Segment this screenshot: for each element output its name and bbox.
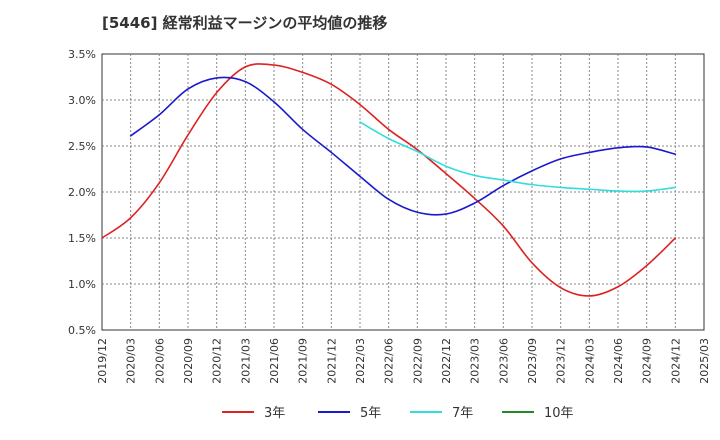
x-tick-label: 2022/06: [383, 338, 396, 384]
legend-label-2: 7年: [452, 406, 473, 421]
x-tick-label: 2024/06: [612, 338, 625, 384]
y-tick-label: 1.5%: [68, 232, 96, 245]
legend-label-0: 3年: [264, 406, 285, 421]
x-tick-label: 2024/12: [669, 338, 682, 384]
series-lines: [101, 63, 677, 297]
x-tick-label: 2023/09: [526, 338, 539, 384]
x-tick-label: 2020/12: [211, 338, 224, 384]
axes: 0.5% 1.0% 1.5% 2.0% 2.5% 3.0% 3.5% 2019/12 2020/…: [68, 48, 711, 384]
y-tick-label: 3.0%: [68, 94, 96, 107]
x-tick-label: 2022/12: [440, 338, 453, 384]
series-line-0: [101, 63, 677, 297]
x-tick-label: 2024/03: [583, 338, 596, 384]
x-tick-label: 2021/06: [268, 338, 281, 384]
x-tick-label: 2023/06: [497, 338, 510, 384]
y-tick-label: 0.5%: [68, 324, 96, 337]
x-tick-label: 2020/09: [182, 338, 195, 384]
x-tick-label: 2023/03: [469, 338, 482, 384]
chart-title: [5446] 経常利益マージンの平均値の推移: [102, 14, 388, 32]
y-tick-label: 2.5%: [68, 140, 96, 153]
legend: 3年 5年 7年 10年: [222, 406, 574, 421]
x-tick-label: 2025/03: [698, 338, 711, 384]
x-tick-label: 2021/12: [325, 338, 338, 384]
x-tick-label: 2020/03: [125, 338, 138, 384]
x-tick-label: 2022/09: [411, 338, 424, 384]
legend-label-1: 5年: [360, 406, 381, 421]
x-tick-label: 2023/12: [555, 338, 568, 384]
x-tick-label: 2020/06: [153, 338, 166, 384]
x-tick-label: 2024/09: [641, 338, 654, 384]
y-tick-label: 3.5%: [68, 48, 96, 61]
legend-label-3: 10年: [544, 406, 574, 421]
y-tick-label: 2.0%: [68, 186, 96, 199]
y-tick-label: 1.0%: [68, 278, 96, 291]
series-line-1: [129, 76, 677, 216]
x-tick-label: 2021/09: [297, 338, 310, 384]
x-tick-label: 2022/03: [354, 338, 367, 384]
x-tick-label: 2019/12: [96, 338, 109, 384]
x-tick-label: 2021/03: [239, 338, 252, 384]
grid: [101, 53, 705, 331]
series-line-2: [359, 121, 677, 193]
